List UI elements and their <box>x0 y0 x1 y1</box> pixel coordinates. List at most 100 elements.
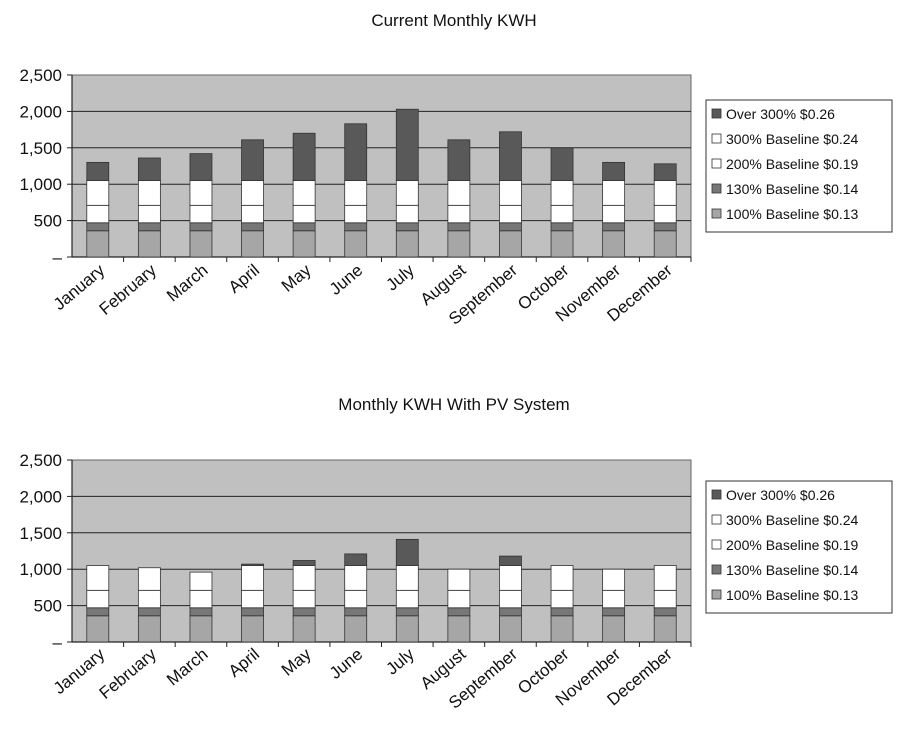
bar-segment-january-s1 <box>86 222 110 232</box>
bar-segment-february-s3 <box>137 180 161 206</box>
legend-swatch <box>711 489 722 500</box>
bar-segment-april-s2 <box>241 204 264 224</box>
bar-segment-february-s2 <box>137 204 161 224</box>
bar-segment-march-s3 <box>189 180 213 206</box>
bar-segment-april-s1 <box>241 607 264 617</box>
bar-segment-june-s0 <box>344 615 368 643</box>
bar-segment-april-s1 <box>241 222 264 232</box>
bar-segment-march-s0 <box>189 615 213 643</box>
legend-label: Over 300% $0.26 <box>726 487 835 503</box>
bar-segment-january-s2 <box>86 204 110 224</box>
legend-swatch <box>711 108 722 119</box>
legend-swatch <box>711 539 722 550</box>
legend-swatch <box>711 133 722 144</box>
bar-segment-november-s3 <box>602 568 626 591</box>
x-tick-label: February <box>96 644 161 703</box>
bar-segment-october-s0 <box>550 615 574 643</box>
bar-segment-december-s0 <box>653 615 677 643</box>
bar-segment-june-s1 <box>344 607 368 617</box>
bar-segment-april-s2 <box>241 589 264 609</box>
bar-segment-september-s0 <box>499 230 522 258</box>
bar-segment-april-s4 <box>241 563 264 566</box>
x-tick-label: March <box>163 645 211 690</box>
legend-label: 300% Baseline $0.24 <box>726 512 859 528</box>
chart-1: Current Monthly KWH – 500 1,000 1,500 2,000 2,… <box>19 11 893 329</box>
bar-segment-january-s3 <box>86 180 110 206</box>
bar-segment-august-s0 <box>447 615 471 643</box>
bar-segment-january-s0 <box>86 615 110 643</box>
bar-segment-march-s1 <box>189 222 213 232</box>
y-tick-label: – <box>53 633 63 652</box>
bar-segment-january-s0 <box>86 230 110 258</box>
legend-box <box>705 99 893 233</box>
bar-segment-february-s2 <box>137 589 161 609</box>
bar-segment-january-s2 <box>86 589 110 609</box>
bar-segment-february-s0 <box>137 615 161 643</box>
x-tick-label: May <box>278 260 315 296</box>
legend-label: Over 300% $0.26 <box>726 106 835 122</box>
x-tick-label: June <box>326 645 366 683</box>
bar-segment-november-s1 <box>602 607 626 617</box>
plot-area <box>71 459 692 643</box>
y-tick-label: 2,500 <box>19 66 62 85</box>
bar-segment-november-s2 <box>602 204 626 224</box>
bar-segment-february-s3 <box>137 567 161 591</box>
bar-segment-february-s4 <box>137 157 161 181</box>
bar-segment-july-s3 <box>395 565 419 591</box>
y-tick-label: 2,500 <box>19 451 62 470</box>
y-tick-label: 1,500 <box>19 524 62 543</box>
bar-segment-march-s4 <box>189 153 213 181</box>
bar-segment-september-s2 <box>499 589 522 609</box>
bar-segment-september-s1 <box>499 222 522 232</box>
bar-segment-july-s0 <box>395 230 419 258</box>
bar-segment-march-s2 <box>189 589 213 609</box>
bar-segment-december-s3 <box>653 565 677 591</box>
bar-segment-may-s3 <box>292 180 316 206</box>
bar-segment-october-s1 <box>550 222 574 232</box>
legend-swatch <box>711 514 722 525</box>
bar-segment-december-s1 <box>653 607 677 617</box>
bar-segment-july-s3 <box>395 180 419 206</box>
bar-segment-july-s2 <box>395 204 419 224</box>
bar-segment-january-s1 <box>86 607 110 617</box>
bar-segment-august-s3 <box>447 568 471 591</box>
bar-segment-august-s4 <box>447 139 471 181</box>
y-tick-label: 1,500 <box>19 139 62 158</box>
legend-box <box>705 480 893 614</box>
x-tick-label: June <box>326 261 366 299</box>
bar-segment-december-s2 <box>653 204 677 224</box>
bar-segment-june-s0 <box>344 230 368 258</box>
bar-segment-july-s1 <box>395 607 419 617</box>
bar-segment-june-s2 <box>344 204 368 224</box>
bar-segment-october-s2 <box>550 589 574 609</box>
legend-swatch <box>711 589 722 600</box>
x-tick-label: February <box>96 260 161 319</box>
bar-segment-december-s0 <box>653 230 677 258</box>
bar-segment-september-s2 <box>499 204 522 224</box>
bar-segment-march-s0 <box>189 230 213 258</box>
y-tick-label: 2,000 <box>19 102 62 121</box>
bar-segment-june-s4 <box>344 123 368 181</box>
bar-segment-december-s3 <box>653 180 677 206</box>
bar-segment-november-s0 <box>602 230 626 258</box>
legend-label: 130% Baseline $0.14 <box>726 181 859 197</box>
bar-segment-january-s3 <box>86 565 110 591</box>
legend-swatch <box>711 183 722 194</box>
bar-segment-april-s3 <box>241 180 264 206</box>
bar-segment-october-s3 <box>550 565 574 591</box>
y-tick-label: 500 <box>34 597 62 616</box>
legend-label: 100% Baseline $0.13 <box>726 206 859 222</box>
bar-segment-september-s4 <box>499 131 522 181</box>
bar-segment-march-s2 <box>189 204 213 224</box>
bar-segment-february-s1 <box>137 222 161 232</box>
chart-title: Current Monthly KWH <box>371 11 536 30</box>
bar-segment-october-s3 <box>550 180 574 206</box>
y-tick-label: 1,000 <box>19 560 62 579</box>
bar-segment-august-s1 <box>447 222 471 232</box>
y-tick-label: 500 <box>34 212 62 231</box>
bar-segment-september-s3 <box>499 565 522 591</box>
bar-segment-august-s1 <box>447 607 471 617</box>
bar-segment-march-s3 <box>189 571 213 591</box>
